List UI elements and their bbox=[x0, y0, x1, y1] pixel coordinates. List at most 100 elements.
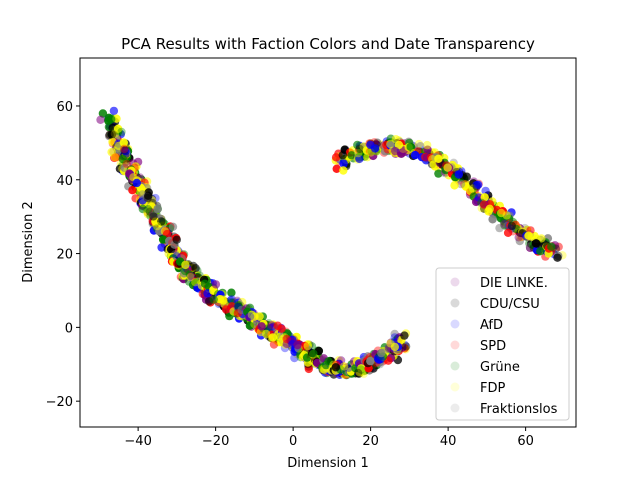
scatter-point bbox=[355, 144, 364, 154]
legend-label: Grüne bbox=[480, 360, 520, 375]
x-tick-label: −20 bbox=[202, 434, 229, 449]
scatter-point bbox=[480, 193, 489, 202]
scatter-point bbox=[211, 280, 221, 289]
legend-marker bbox=[450, 340, 460, 350]
scatter-point bbox=[309, 349, 318, 358]
scatter-point bbox=[497, 208, 506, 218]
scatter-point bbox=[353, 368, 363, 378]
y-axis: −20 0 20 40 60 bbox=[46, 100, 80, 410]
legend-box bbox=[435, 267, 570, 421]
x-axis-label: Dimension 1 bbox=[287, 456, 369, 471]
scatter-point bbox=[524, 231, 533, 240]
scatter-point bbox=[98, 109, 108, 118]
plot-frame bbox=[79, 57, 577, 428]
scatter-point bbox=[356, 365, 366, 374]
scatter-point bbox=[503, 228, 513, 237]
legend-marker bbox=[450, 298, 460, 308]
legend-label: CDU/CSU bbox=[480, 297, 540, 312]
scatter-point bbox=[339, 159, 348, 168]
scatter-point bbox=[120, 146, 129, 155]
scatter-point bbox=[532, 239, 542, 248]
legend-label: DIE LINKE. bbox=[480, 276, 548, 291]
scatter-point bbox=[484, 207, 493, 216]
scatter-point bbox=[386, 139, 395, 149]
scatter-point bbox=[331, 153, 341, 162]
scatter-point bbox=[172, 235, 181, 244]
scatter-point bbox=[414, 139, 424, 149]
y-tick-label: −20 bbox=[46, 395, 73, 410]
scatter-point bbox=[143, 208, 152, 217]
scatter-point bbox=[119, 138, 128, 147]
scatter-point bbox=[209, 295, 218, 304]
scatter-point bbox=[488, 215, 497, 224]
scatter-point bbox=[495, 223, 504, 233]
scatter-point bbox=[391, 146, 400, 156]
legend-label: FDP bbox=[480, 381, 505, 396]
x-tick-label: 20 bbox=[362, 434, 379, 449]
scatter-point bbox=[390, 333, 399, 342]
scatter-point bbox=[245, 321, 255, 330]
x-tick-label: 60 bbox=[517, 434, 534, 449]
scatter-point bbox=[423, 140, 432, 150]
legend-label: SPD bbox=[480, 339, 506, 354]
scatter-point bbox=[132, 178, 141, 188]
scatter-point bbox=[117, 127, 126, 137]
scatter-point bbox=[227, 288, 236, 297]
scatter-point bbox=[502, 211, 511, 220]
scatter-point bbox=[109, 106, 119, 116]
scatter-point bbox=[507, 221, 516, 231]
scatter-point bbox=[120, 144, 129, 154]
scatter-point bbox=[268, 333, 278, 342]
scatter-point bbox=[143, 205, 153, 214]
scatter-point bbox=[128, 186, 137, 195]
scatter-point bbox=[474, 193, 483, 202]
scatter-point bbox=[255, 312, 264, 321]
scatter-point bbox=[423, 145, 432, 154]
legend: DIE LINKE. CDU/CSU AfD SPD Grüne FDP Fraktions… bbox=[435, 267, 570, 421]
x-tick-label: 0 bbox=[289, 434, 297, 449]
scatter-point bbox=[394, 140, 404, 150]
scatter-point bbox=[547, 242, 556, 251]
scatter-point bbox=[479, 200, 489, 209]
scatter-point bbox=[366, 356, 375, 366]
legend-label: Fraktionslos bbox=[480, 402, 558, 417]
y-tick-label: 40 bbox=[56, 174, 73, 189]
scatter-point bbox=[121, 147, 130, 156]
y-tick-label: 20 bbox=[56, 248, 73, 263]
x-axis: −40 −20 0 20 40 60 bbox=[124, 427, 534, 449]
scatter-point bbox=[168, 222, 178, 231]
scatter-point bbox=[454, 170, 463, 179]
scatter-point bbox=[338, 150, 347, 160]
scatter-point bbox=[110, 153, 120, 162]
scatter-point bbox=[377, 348, 386, 358]
legend-marker bbox=[450, 403, 460, 413]
legend-marker bbox=[450, 382, 460, 392]
scatter-point bbox=[304, 364, 313, 374]
scatter-point bbox=[553, 253, 562, 262]
legend-label: AfD bbox=[480, 318, 503, 333]
y-axis-label: Dimension 2 bbox=[21, 201, 36, 283]
scatter-point bbox=[257, 322, 266, 331]
scatter-point bbox=[332, 164, 341, 173]
scatter-point bbox=[200, 279, 210, 288]
scatter-point bbox=[331, 363, 340, 372]
scatter-point bbox=[153, 204, 162, 214]
scatter-point bbox=[107, 115, 116, 124]
scatter-point bbox=[481, 186, 490, 196]
scatter-point bbox=[366, 140, 375, 149]
scatter-point bbox=[354, 148, 363, 158]
scatter-point bbox=[143, 193, 152, 203]
scatter-point bbox=[245, 312, 255, 321]
scatter-point bbox=[144, 191, 153, 200]
chart-title: PCA Results with Faction Colors and Date… bbox=[121, 35, 535, 53]
scatter-point bbox=[443, 163, 452, 172]
scatter-point bbox=[537, 234, 546, 243]
scatter-point bbox=[400, 331, 409, 340]
scatter-point bbox=[434, 169, 443, 178]
scatter-point bbox=[277, 324, 286, 333]
scatter-point bbox=[118, 154, 128, 164]
scatter-point bbox=[105, 130, 114, 140]
scatter-point bbox=[157, 217, 166, 226]
scatter-point bbox=[186, 273, 195, 282]
